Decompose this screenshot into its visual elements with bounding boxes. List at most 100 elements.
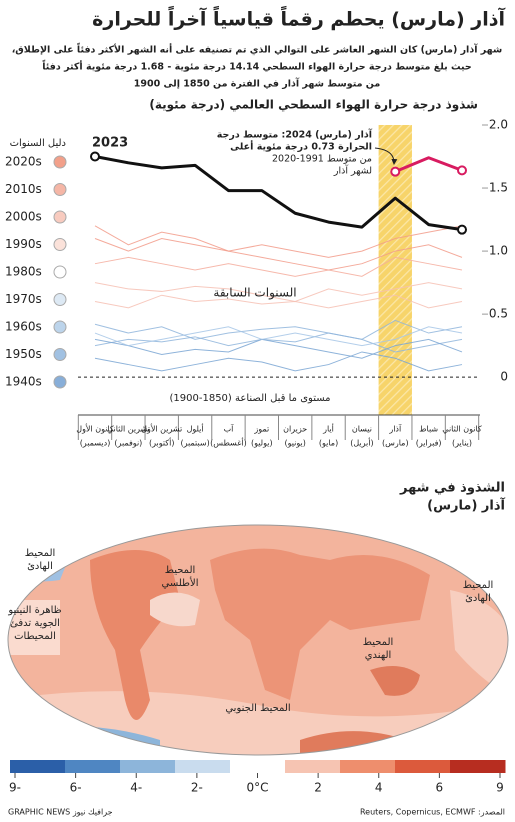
- legend-swatch: [53, 265, 67, 279]
- x-tick-label: أيار: [322, 424, 334, 434]
- x-tick-label: نيسان: [352, 425, 372, 434]
- colorbar-segment: [285, 760, 341, 773]
- x-tick-label: تموز: [253, 425, 269, 434]
- x-tick-note: (أكتوبر): [149, 438, 174, 448]
- x-tick-label: تشرين الثاني: [107, 425, 150, 434]
- colorbar-segment: [175, 760, 231, 773]
- series-line: [94, 155, 463, 232]
- title: آذار (مارس) يحطم رقماً قياسياً آخراً للح…: [92, 5, 505, 30]
- map-title: الشذوذ في شهر: [399, 481, 505, 496]
- legend-label: 1960s: [5, 320, 42, 334]
- x-tick-label: آب: [224, 424, 235, 434]
- colorbar-segment: [65, 760, 121, 773]
- legend-label: 2010s: [5, 182, 42, 196]
- series-label: 2023: [92, 136, 128, 151]
- map-label: المحيط: [165, 565, 196, 576]
- past-year-line: [94, 351, 463, 372]
- past-year-line: [94, 225, 463, 258]
- y-tick-label: 1.0: [489, 244, 508, 258]
- y-tick-label: 2.0: [489, 118, 508, 132]
- x-tick-note: (سبتمبر): [180, 439, 209, 448]
- legend-label: 1950s: [5, 347, 42, 361]
- x-tick-note: (مايو): [319, 439, 338, 448]
- x-tick-label: تشرين الأول: [141, 424, 182, 434]
- colorbar-label: 9-: [9, 781, 21, 795]
- globe-outline: [7, 524, 509, 756]
- map-label: المحيط: [25, 548, 56, 559]
- x-tick-label: كانون الأول: [76, 424, 114, 434]
- map-label: الأطلسي: [161, 576, 198, 589]
- colorbar-label: 2: [314, 781, 322, 795]
- map: [8, 525, 508, 755]
- legend-swatch: [53, 210, 67, 224]
- x-tick-label: آذار: [388, 424, 402, 434]
- legend-swatch: [53, 293, 67, 306]
- x-tick-note: (مارس): [382, 439, 409, 448]
- map-label: ظاهرة النينيو: [7, 605, 61, 616]
- annotation: لشهر آذار: [333, 164, 372, 177]
- colorbar-segment: [120, 760, 176, 773]
- colorbar-segment: [230, 760, 286, 773]
- legend-swatch: [53, 348, 67, 361]
- x-tick-note: (أغسطس): [210, 438, 247, 448]
- past-year-line: [94, 256, 463, 277]
- x-tick-note: (يوليو): [251, 439, 273, 448]
- y-tick-label: 1.5: [489, 181, 508, 195]
- past-year-line: [94, 319, 463, 340]
- past-year-line: [94, 282, 463, 303]
- x-tick-note: (فبراير): [416, 439, 442, 448]
- legend-label: 1980s: [5, 265, 42, 279]
- past-label: السنوات السابقة: [213, 286, 296, 301]
- colorbar-segment: [450, 760, 506, 773]
- x-tick-label: شباط: [419, 425, 438, 434]
- annotation: آذار (مارس) 2024: متوسط درجة: [217, 128, 373, 141]
- colorbar-label: 4: [375, 781, 383, 795]
- map-label: الهندي: [365, 650, 392, 661]
- legend-title: دليل السنوات: [10, 138, 66, 149]
- legend-label: 2000s: [5, 210, 42, 224]
- past-year-line: [94, 332, 463, 353]
- x-tick-label: كانون الثاني: [442, 425, 482, 434]
- legend-label: 1970s: [5, 292, 42, 306]
- colorbar-label: 9: [496, 781, 504, 795]
- subtitle-line: حيث بلغ متوسط درجة حرارة الهواء السطحي 1…: [42, 59, 472, 72]
- source: المصدر: Reuters, Copernicus, ECMWF: [360, 808, 505, 817]
- x-tick-label: حزيران: [283, 425, 307, 434]
- colorbar-label: 4-: [130, 781, 142, 795]
- y-tick-label: 0.5: [489, 307, 508, 321]
- legend-label: 1940s: [5, 375, 42, 389]
- end-point: [457, 224, 467, 235]
- map-label: المحيط: [363, 637, 394, 648]
- x-tick-note: (نوفمبر): [114, 439, 142, 448]
- past-year-line: [94, 326, 463, 347]
- map-label: المحيط الجنوبي: [225, 703, 290, 714]
- colorbar-label: 0°C: [246, 781, 268, 795]
- x-tick-label: أيلول: [187, 424, 204, 434]
- x-tick-note: (أبريل): [350, 438, 373, 448]
- annotation: الحرارة 0.73 درجة مئوية أعلى: [230, 140, 372, 153]
- past-year-line: [94, 338, 463, 359]
- legend-label: 1990s: [5, 237, 42, 251]
- subtitle-line: من متوسط شهر آذار في الفترة من 1850 إلى …: [134, 77, 381, 90]
- colorbar-segment: [395, 760, 451, 773]
- annotation: من متوسط 1991-2020: [272, 154, 372, 165]
- end-point: [390, 166, 401, 177]
- past-year-line: [94, 237, 463, 271]
- map-label: الهادئ: [465, 593, 491, 604]
- y-tick-label: 0: [500, 370, 508, 384]
- legend-swatch: [53, 375, 67, 389]
- x-tick-note: (يناير): [452, 439, 472, 448]
- baseline-label: مستوى ما قبل الصناعة (1850-1900): [170, 393, 331, 404]
- colorbar-segment: [10, 760, 66, 773]
- colorbar-label: 6: [436, 781, 444, 795]
- map-title: آذار (مارس): [427, 497, 505, 514]
- x-tick-note: (ديسمبر): [80, 439, 111, 448]
- legend-swatch: [53, 183, 67, 196]
- map-label: المحيطات: [14, 631, 56, 642]
- map-label: الهادئ: [27, 561, 53, 572]
- legend-swatch: [53, 155, 67, 169]
- past-year-line: [94, 294, 463, 309]
- subtitle-line: شهر آذار (مارس) كان الشهر العاشر على الت…: [12, 42, 503, 55]
- colorbar-segment: [340, 760, 396, 773]
- x-tick-note: (يونيو): [284, 439, 305, 448]
